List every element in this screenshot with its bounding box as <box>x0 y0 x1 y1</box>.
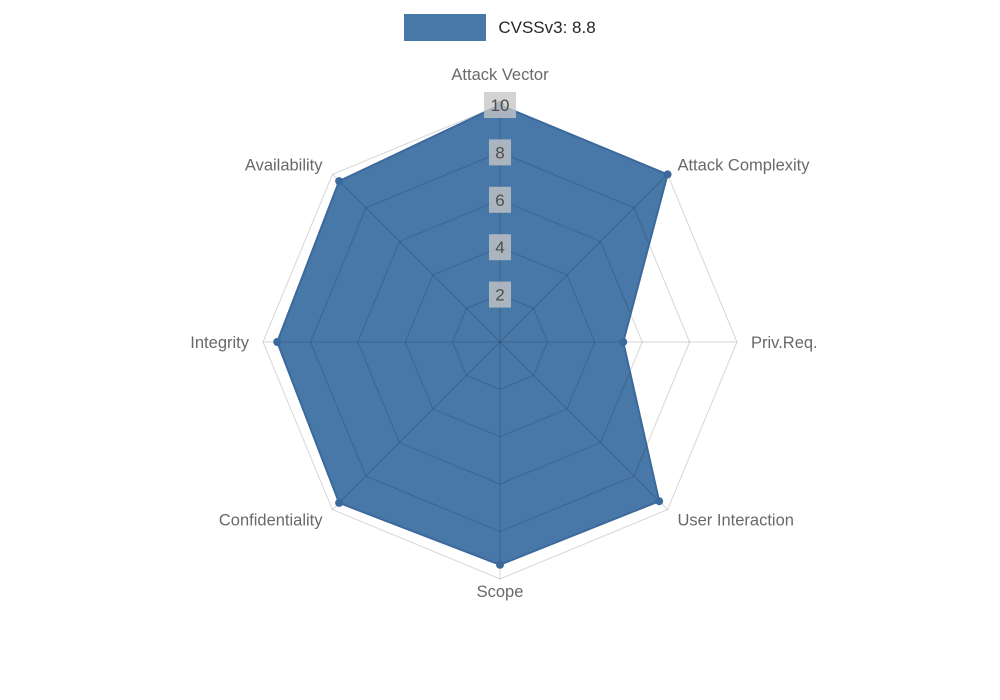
tick-backdrop <box>484 92 516 118</box>
tick-label: 2 <box>495 286 504 305</box>
radar-data-point <box>335 177 344 186</box>
legend-item[interactable]: CVSSv3: 8.8 <box>404 14 596 41</box>
radar-data-point <box>663 170 672 179</box>
tick-label: 6 <box>495 191 504 210</box>
radar-data-point <box>655 497 664 506</box>
axis-label-confidentiality: Confidentiality <box>219 511 323 529</box>
radar-data-point <box>496 560 504 569</box>
tick-backdrop <box>489 139 511 166</box>
radar-axis-line <box>499 174 668 343</box>
tick-backdrop <box>489 281 511 308</box>
tick-label: 10 <box>491 96 510 115</box>
radar-grid-ring <box>357 199 643 485</box>
radar-grid-ring <box>404 246 596 438</box>
radar-grid-ring <box>452 294 548 390</box>
axis-label-scope: Scope <box>477 583 524 601</box>
radar-grid-ring <box>262 104 738 580</box>
axis-label-integrity: Integrity <box>190 334 249 352</box>
radar-grid-ring <box>309 151 691 533</box>
axis-label-priv-req-: Priv.Req. <box>751 334 818 352</box>
legend: CVSSv3: 8.8 <box>0 14 1000 41</box>
tick-label: 8 <box>495 143 504 162</box>
axis-label-user-interaction: User Interaction <box>677 511 793 529</box>
tick-label: 4 <box>495 238 504 257</box>
radar-data-fill <box>277 105 668 565</box>
axis-label-attack-vector: Attack Vector <box>451 66 549 84</box>
tick-backdrop <box>489 186 511 213</box>
radar-data-point <box>619 338 628 346</box>
radar-axis-line <box>499 341 668 510</box>
tick-backdrop <box>489 234 511 261</box>
radar-data-point <box>335 498 344 507</box>
radar-axis-line <box>332 174 501 343</box>
axis-label-availability: Availability <box>245 157 323 175</box>
legend-label: CVSSv3: 8.8 <box>498 17 596 37</box>
legend-swatch <box>404 14 487 41</box>
axis-label-attack-complexity: Attack Complexity <box>677 157 810 175</box>
radar-data-point <box>273 338 282 346</box>
radar-axis-line <box>332 341 501 510</box>
